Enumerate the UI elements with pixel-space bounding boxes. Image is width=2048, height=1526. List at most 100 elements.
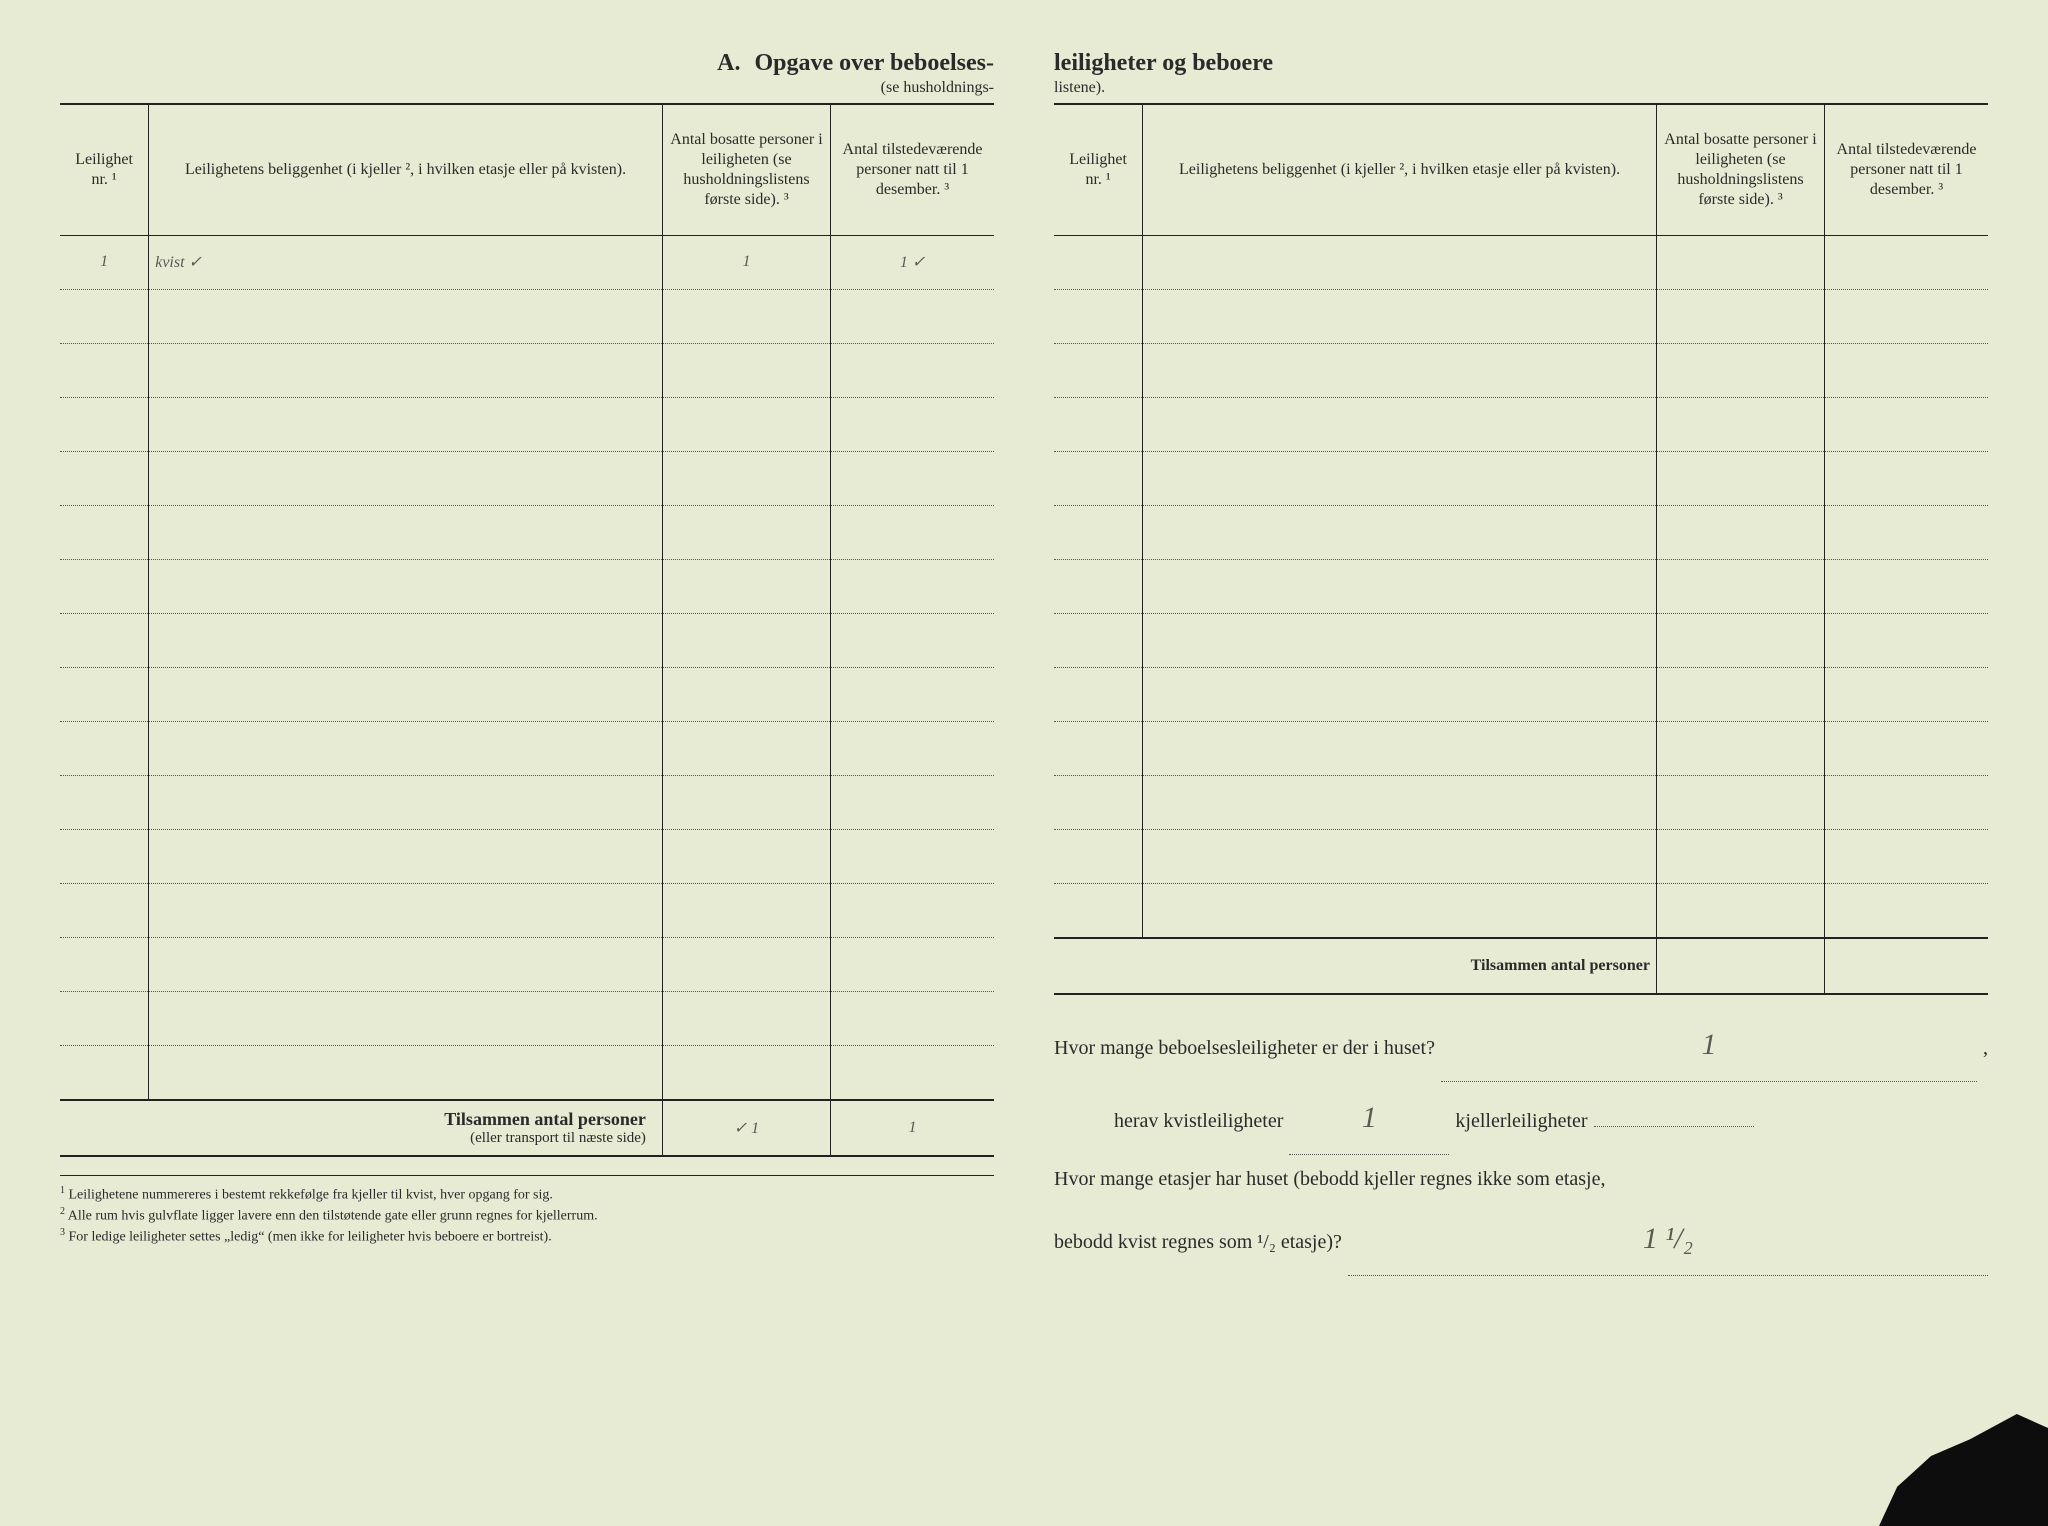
footnote-1: 1 Leilighetene nummereres i bestemt rekk… [60,1184,994,1205]
cell-loc [149,289,663,343]
cell-loc [1143,289,1657,343]
question-3a: Hvor mange etasjer har huset (bebodd kje… [1054,1155,1988,1203]
cell-a [1656,721,1824,775]
table-row [60,613,994,667]
q2-mid: kjellerleiligheter [1455,1097,1587,1145]
cell-nr [1054,451,1143,505]
col-a-header-r: Antal bosatte personer i leiligheten (se… [1656,105,1824,235]
cell-loc [149,775,663,829]
rule-bottom [60,1155,994,1157]
cell-a [1656,235,1824,289]
title-right-text: leiligheter og beboere [1054,50,1273,77]
cell-loc [149,397,663,451]
table-row [1054,667,1988,721]
table-row [1054,721,1988,775]
cell-loc [1143,667,1657,721]
title-left: A. Opgave over beboelses- [60,50,994,77]
table-row [60,289,994,343]
table-row [60,721,994,775]
cell-a [1656,559,1824,613]
cell-loc [149,829,663,883]
table-row [1054,235,1988,289]
cell-nr [60,883,149,937]
cell-b [1825,775,1988,829]
col-nr-header: Leilighet nr. ¹ [60,105,149,235]
cell-a [1656,505,1824,559]
right-table: Leilighet nr. ¹ Leilighetens beliggenhet… [1054,105,1988,937]
cell-a [1656,613,1824,667]
col-nr-header-r: Leilighet nr. ¹ [1054,105,1143,235]
cell-loc [1143,559,1657,613]
cell-b [1825,397,1988,451]
cell-nr [1054,559,1143,613]
cell-loc [1143,235,1657,289]
census-form-spread: A. Opgave over beboelses- (se husholdnin… [60,50,1988,1476]
cell-a [1656,397,1824,451]
cell-loc [149,1045,663,1099]
cell-nr [60,343,149,397]
footnote-2: 2 Alle rum hvis gulvflate ligger lavere … [60,1205,994,1226]
cell-nr [60,613,149,667]
cell-a [662,937,830,991]
cell-b [831,829,994,883]
cell-loc [149,991,663,1045]
cell-b [1825,235,1988,289]
col-a-header: Antal bosatte personer i leiligheten (se… [662,105,830,235]
cell-b [831,1045,994,1099]
cell-nr [1054,505,1143,559]
cell-nr [1054,343,1143,397]
cell-loc [149,343,663,397]
q2-text: herav kvistleiligheter [1114,1097,1283,1145]
cell-b [1825,613,1988,667]
cell-b [1825,451,1988,505]
cell-nr [1054,775,1143,829]
cell-a [662,343,830,397]
table-row [60,559,994,613]
q1-value: 1 [1441,1009,1977,1082]
q1-text: Hvor mange beboelsesleiligheter er der i… [1054,1024,1435,1072]
cell-loc [1143,721,1657,775]
cell-a [662,721,830,775]
cell-loc [1143,829,1657,883]
title-left-text: Opgave over beboelses- [754,50,994,77]
cell-loc [1143,343,1657,397]
cell-nr [60,451,149,505]
cell-nr [60,1045,149,1099]
table-row [1054,613,1988,667]
cell-nr [60,775,149,829]
cell-a [662,559,830,613]
cell-loc [149,613,663,667]
cell-nr [60,721,149,775]
cell-a [1656,451,1824,505]
cell-loc: kvist ✓ [149,235,663,289]
cell-a [1656,289,1824,343]
total-b: 1 [831,1101,994,1155]
questions: Hvor mange beboelsesleiligheter er der i… [1054,1009,1988,1276]
col-b-header-r: Antal tilstedeværende personer natt til … [1825,105,1988,235]
cell-nr [1054,235,1143,289]
cell-b [831,397,994,451]
table-row [1054,397,1988,451]
table-row [60,505,994,559]
cell-loc [149,451,663,505]
cell-a [662,991,830,1045]
col-loc-header-r: Leilighetens beliggenhet (i kjeller ², i… [1143,105,1657,235]
cell-nr [60,667,149,721]
cell-b [1825,559,1988,613]
cell-loc [149,721,663,775]
cell-nr [1054,883,1143,937]
cell-loc [149,883,663,937]
subtitle-left: (se husholdnings- [60,79,994,97]
col-b-header: Antal tilstedeværende personer natt til … [831,105,994,235]
total-row-r: Tilsammen antal personer [1054,939,1988,993]
cell-a [1656,343,1824,397]
table-row [60,343,994,397]
q3-value: 1 ¹/₂ [1348,1203,1988,1276]
q3-text: Hvor mange etasjer har huset (bebodd kje… [1054,1155,1605,1203]
cell-b [1825,721,1988,775]
cell-a [662,1045,830,1099]
table-row [60,451,994,505]
table-row [1054,775,1988,829]
cell-a [662,775,830,829]
table-row [1054,289,1988,343]
